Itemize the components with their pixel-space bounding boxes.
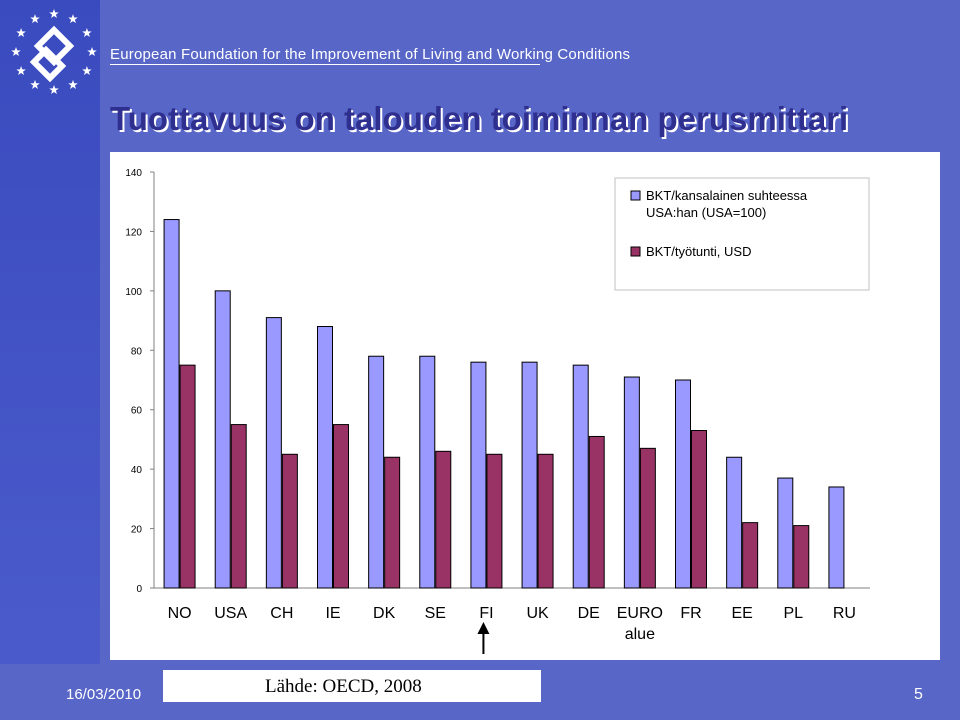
bar-chart: 0 20 40 60 80 100 120 140 NO USA CH IE DK SE FI UK DE EUR… (125, 168, 870, 654)
y-tick-label: 40 (131, 465, 143, 476)
logo-star-icon (82, 66, 92, 76)
x-tick-label: IE (325, 605, 340, 622)
logo-star-icon (49, 85, 59, 95)
org-name: European Foundation for the Improvement … (110, 46, 631, 63)
x-tick-label: EE (731, 605, 752, 622)
logo-star-icon (11, 47, 21, 57)
logo-star-icon (87, 47, 97, 57)
bar-gdp-per-capita (675, 379, 691, 589)
bar-gdp-per-capita (572, 364, 589, 589)
legend-swatch (630, 246, 641, 257)
bar-gdp-per-hour (333, 424, 349, 589)
bar-gdp-per-capita (828, 486, 845, 589)
x-tick-label: DE (578, 605, 600, 622)
logo-star-icon (82, 28, 92, 38)
logo-star-icon (16, 66, 26, 76)
x-tick-label: CH (270, 605, 293, 622)
eurofound-logo-icon (11, 9, 97, 95)
bar-gdp-per-hour (384, 456, 401, 589)
bar-gdp-per-capita (214, 290, 231, 589)
x-tick-label: alue (625, 626, 655, 643)
bar-gdp-per-capita (317, 326, 333, 589)
source-box (163, 670, 541, 702)
bar-gdp-per-capita (623, 376, 640, 589)
y-tick-label: 0 (136, 584, 142, 595)
x-tick-label: NO (168, 605, 192, 622)
x-tick-label: DK (373, 605, 396, 622)
logo-star-icon (49, 9, 59, 19)
bar-gdp-per-hour (742, 522, 759, 589)
x-tick-label: FI (479, 605, 493, 622)
x-tick-label: SE (425, 605, 446, 622)
logo-star-icon (30, 79, 40, 89)
bar-gdp-per-hour (486, 453, 503, 589)
x-tick-label: USA (214, 605, 247, 622)
y-tick-label: 20 (131, 525, 143, 536)
highlight-arrow-icon (477, 622, 490, 634)
bar-gdp-per-hour (793, 525, 810, 589)
legend-box (614, 177, 870, 291)
logo-star-icon (68, 14, 78, 24)
bar-gdp-per-hour (537, 453, 554, 589)
bar-gdp-per-capita (521, 361, 538, 589)
bar-gdp-per-capita (470, 361, 487, 589)
y-tick-label: 120 (125, 227, 142, 238)
footer-date: 16/03/2010 (66, 686, 142, 703)
y-tick-label: 100 (125, 287, 142, 298)
page-number: 5 (914, 686, 923, 703)
legend-label: BKT/työtunti, USD (646, 244, 751, 259)
y-tick-label: 80 (131, 346, 143, 357)
slide-title: Tuottavuus on talouden toiminnan perusmi… (110, 100, 849, 137)
logo-star-icon (30, 14, 40, 24)
logo-star-icon (68, 79, 78, 89)
x-tick-label: FR (680, 605, 701, 622)
y-tick-label: 60 (131, 406, 143, 417)
source-text: Lähde: OECD, 2008 (265, 676, 422, 697)
x-tick-label: RU (833, 605, 856, 622)
bar-gdp-per-hour (639, 447, 656, 589)
bar-gdp-per-hour (435, 450, 452, 589)
legend-label: USA:han (USA=100) (646, 205, 766, 220)
x-tick-label: EURO (617, 605, 663, 622)
legend-swatch (630, 190, 641, 201)
bar-gdp-per-hour (179, 364, 196, 589)
bar-gdp-per-capita (368, 355, 385, 589)
bar-gdp-per-capita (163, 219, 180, 589)
left-strip (0, 0, 100, 720)
logo-star-icon (16, 28, 26, 38)
y-tick-label: 140 (125, 168, 142, 179)
bar-gdp-per-capita (777, 477, 794, 589)
bar-gdp-per-capita (265, 317, 282, 589)
legend-label: BKT/kansalainen suhteessa (646, 188, 808, 203)
bar-gdp-per-capita (726, 456, 743, 589)
bar-gdp-per-hour (281, 453, 298, 589)
bar-gdp-per-hour (588, 435, 605, 589)
x-tick-label: UK (526, 605, 549, 622)
org-underline (110, 64, 540, 65)
bar-gdp-per-hour (230, 424, 247, 589)
bar-gdp-per-hour (691, 430, 707, 589)
chart-panel: 0 20 40 60 80 100 120 140 NO USA CH IE DK SE FI UK DE EUR… (110, 152, 940, 660)
bar-gdp-per-capita (419, 355, 436, 589)
x-tick-label: PL (783, 605, 803, 622)
